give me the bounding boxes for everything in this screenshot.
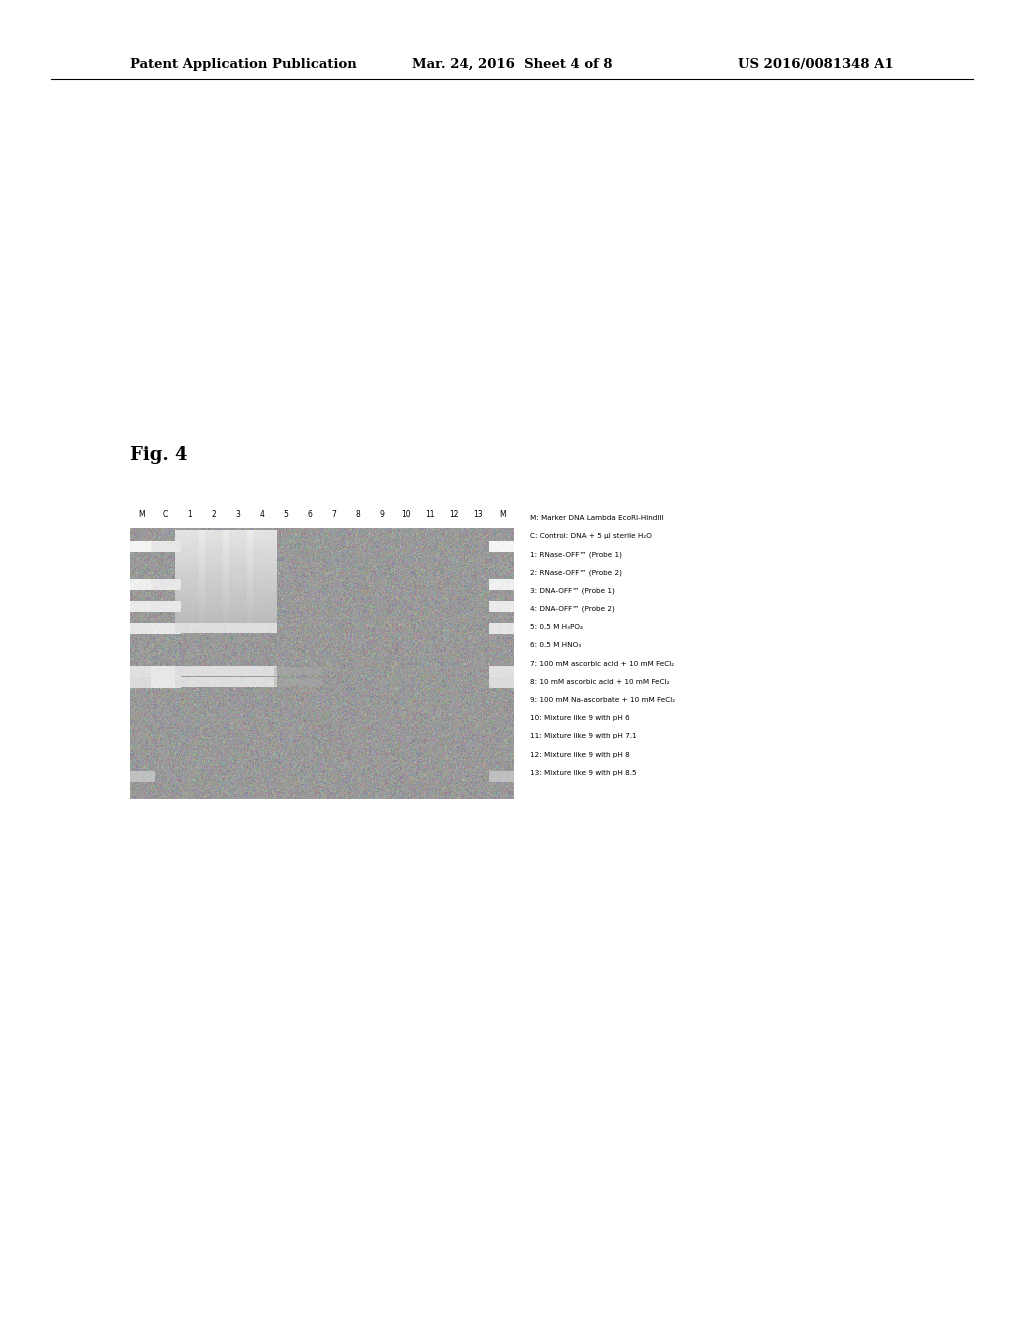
Text: 7: 100 mM ascorbic acid + 10 mM FeCl₂: 7: 100 mM ascorbic acid + 10 mM FeCl₂ [530, 660, 675, 667]
Text: 8: 8 [355, 510, 360, 519]
Text: 1: RNase-OFF™ (Probe 1): 1: RNase-OFF™ (Probe 1) [530, 552, 623, 558]
Text: 7: 7 [332, 510, 337, 519]
Text: C: Control: DNA + 5 μl sterile H₂O: C: Control: DNA + 5 μl sterile H₂O [530, 533, 652, 539]
Text: M: Marker DNA Lambda EcoRI-HindIII: M: Marker DNA Lambda EcoRI-HindIII [530, 515, 665, 521]
Text: 4: 4 [259, 510, 264, 519]
Text: 9: 9 [380, 510, 385, 519]
Text: 10: 10 [401, 510, 411, 519]
Text: 8: 10 mM ascorbic acid + 10 mM FeCl₂: 8: 10 mM ascorbic acid + 10 mM FeCl₂ [530, 678, 670, 685]
Text: 13: 13 [474, 510, 483, 519]
Text: M: M [138, 510, 144, 519]
Text: 4: DNA-OFF™ (Probe 2): 4: DNA-OFF™ (Probe 2) [530, 606, 615, 612]
Text: 13: Mixture like 9 with pH 8.5: 13: Mixture like 9 with pH 8.5 [530, 770, 637, 776]
Text: 12: Mixture like 9 with pH 8: 12: Mixture like 9 with pH 8 [530, 751, 630, 758]
Text: Mar. 24, 2016  Sheet 4 of 8: Mar. 24, 2016 Sheet 4 of 8 [412, 58, 612, 71]
Text: 2: 2 [211, 510, 216, 519]
Text: 9: 100 mM Na-ascorbate + 10 mM FeCl₂: 9: 100 mM Na-ascorbate + 10 mM FeCl₂ [530, 697, 676, 704]
Text: 3: DNA-OFF™ (Probe 1): 3: DNA-OFF™ (Probe 1) [530, 587, 615, 594]
Text: Fig. 4: Fig. 4 [130, 446, 187, 465]
Text: 5: 0.5 M H₃PO₄: 5: 0.5 M H₃PO₄ [530, 624, 584, 630]
Text: 3: 3 [236, 510, 241, 519]
Text: Patent Application Publication: Patent Application Publication [130, 58, 356, 71]
Text: 12: 12 [450, 510, 459, 519]
Text: 6: 6 [307, 510, 312, 519]
Text: US 2016/0081348 A1: US 2016/0081348 A1 [738, 58, 894, 71]
Text: C: C [163, 510, 168, 519]
Text: 6: 0.5 M HNO₃: 6: 0.5 M HNO₃ [530, 643, 582, 648]
Text: 2: RNase-OFF™ (Probe 2): 2: RNase-OFF™ (Probe 2) [530, 569, 623, 576]
Text: M: M [500, 510, 506, 519]
Text: 11: Mixture like 9 with pH 7.1: 11: Mixture like 9 with pH 7.1 [530, 734, 637, 739]
Text: 10: Mixture like 9 with pH 6: 10: Mixture like 9 with pH 6 [530, 715, 630, 721]
Text: 5: 5 [284, 510, 289, 519]
Text: 11: 11 [426, 510, 435, 519]
Text: 1: 1 [187, 510, 193, 519]
